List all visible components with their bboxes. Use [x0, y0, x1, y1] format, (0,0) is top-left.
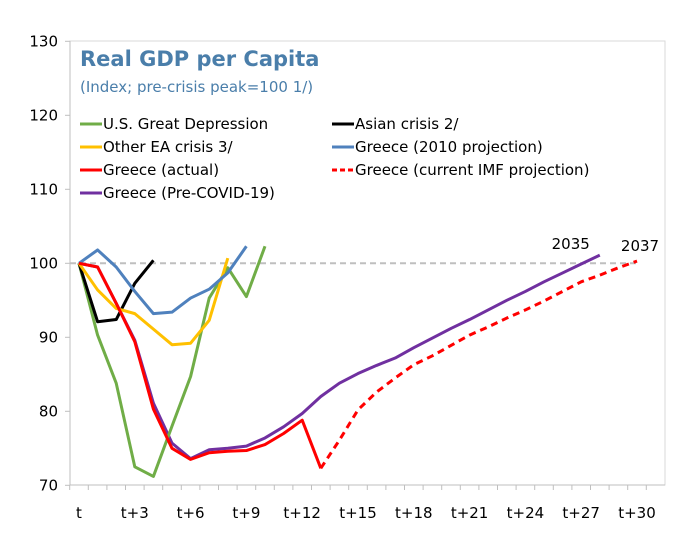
series-line-other-ea-crisis-3-: [77, 257, 230, 347]
y-tick-label: 100: [29, 254, 58, 272]
series-line-greece-current-imf-projection-: [319, 259, 638, 470]
chart-subtitle: (Index; pre-crisis peak=100 1/): [80, 78, 313, 96]
series-line-asian-crisis-2-: [77, 259, 155, 324]
x-tick-label: t+30: [618, 504, 656, 522]
series-line-greece-2010-projection-: [78, 245, 248, 316]
x-tick-label: t+12: [283, 504, 321, 522]
legend-label: Asian crisis 2/: [355, 115, 459, 133]
x-tick-label: t+21: [451, 504, 489, 522]
x-tick-label: t+9: [232, 504, 260, 522]
legend-label: Greece (2010 projection): [355, 138, 543, 156]
x-tick-label: t+18: [395, 504, 433, 522]
legend-label: Other EA crisis 3/: [103, 138, 234, 156]
y-tick-label: 110: [29, 180, 58, 198]
legend-label: Greece (current IMF projection): [355, 161, 589, 179]
x-tick-label: t+3: [121, 504, 149, 522]
annotation-2035: 2035: [552, 235, 590, 253]
x-tick-label: t+15: [339, 504, 377, 522]
annotation-2037: 2037: [621, 237, 659, 255]
y-tick-label: 70: [39, 476, 58, 494]
series-line-greece-pre-covid-19-: [78, 253, 601, 461]
y-tick-label: 90: [39, 328, 58, 346]
series-line-u-s-great-depression: [77, 245, 267, 478]
y-tick-label: 130: [29, 32, 58, 50]
legend-label: Greece (actual): [103, 161, 219, 179]
x-tick-label: t+27: [562, 504, 600, 522]
x-tick-label: t+6: [177, 504, 205, 522]
chart-title: Real GDP per Capita: [80, 47, 319, 71]
x-tick-label: t: [76, 504, 82, 522]
legend-label: Greece (Pre-COVID-19): [103, 184, 275, 202]
legend-label: U.S. Great Depression: [103, 115, 268, 133]
x-tick-label: t+24: [507, 504, 545, 522]
y-tick-label: 120: [29, 106, 58, 124]
y-tick-label: 80: [39, 402, 58, 420]
series-line-greece-actual-: [78, 261, 323, 469]
